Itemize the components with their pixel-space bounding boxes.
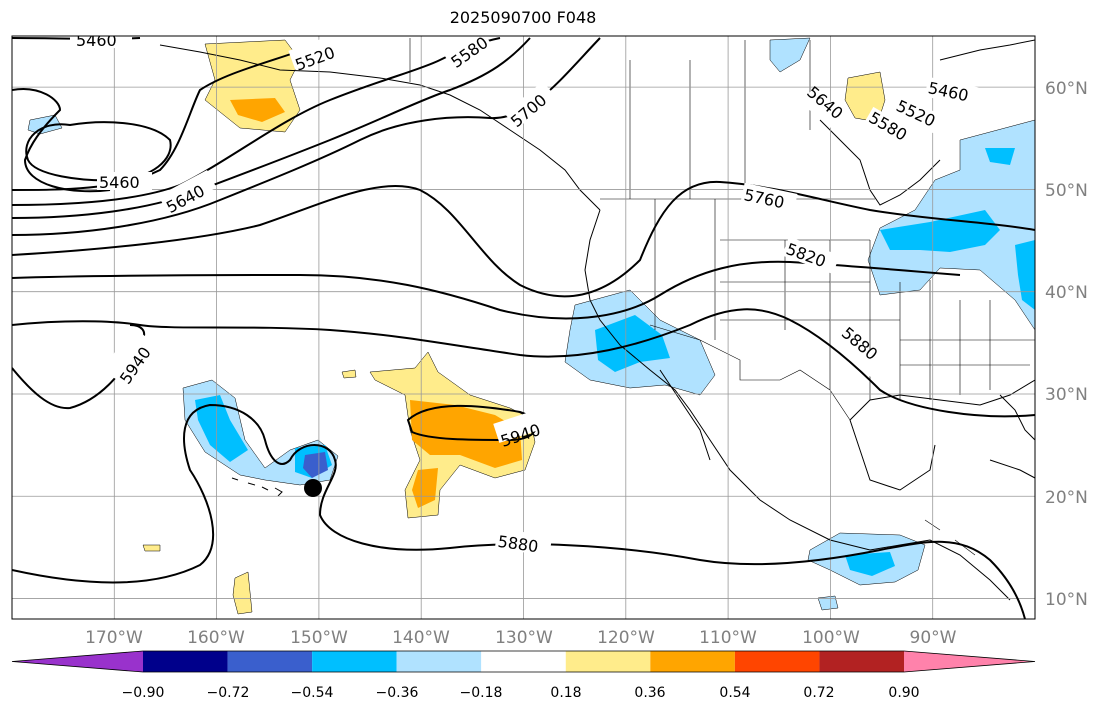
contour-labels: 5460 5520 5580 5700 5460 5640 5760 5820 … (70, 31, 980, 556)
colorbar-band (565, 651, 651, 672)
contour-5940-east (12, 324, 146, 410)
colorbar-tick-label: 0.54 (719, 685, 750, 701)
lon-label: 150°W (290, 628, 348, 648)
plot-title: 2025090700 F048 (449, 8, 597, 27)
colorbar-tick-label: −0.90 (122, 685, 165, 701)
contour-5460-low (25, 121, 172, 182)
location-marker (304, 479, 322, 497)
border-us-mexico (649, 324, 851, 421)
lon-label: 110°W (699, 628, 757, 648)
island-1 (231, 477, 239, 481)
province-lines (629, 40, 811, 199)
coast-hudson (819, 119, 941, 206)
contour-5520 (12, 39, 331, 191)
shade-centralam-blue (845, 552, 895, 576)
colorbar-extend-min (12, 651, 143, 672)
shade-pacific-orange-2 (412, 468, 438, 508)
political-borders (409, 38, 1035, 556)
colorbar-tick-label: 0.72 (803, 685, 834, 701)
colorbar-tick-label: 0.90 (888, 685, 919, 701)
shade-north-blue-1 (769, 37, 811, 73)
colorbar-tick-label: −0.18 (460, 685, 503, 701)
shade-small-blue (817, 595, 839, 611)
colorbar-band (819, 651, 904, 672)
coast-westcoast (584, 209, 1011, 601)
colorbar-band (734, 651, 820, 672)
gridlines (12, 36, 1035, 619)
lon-label: 100°W (802, 628, 860, 648)
shade-hawaii-darkblue (303, 452, 328, 478)
colorbar-band (396, 651, 482, 672)
contour-label: 5460 (99, 173, 140, 192)
colorbar-band (650, 651, 735, 672)
colorbar (11, 650, 1036, 673)
colorbar-tick-label: −0.54 (291, 685, 334, 701)
lat-label: 10°N (1045, 590, 1088, 610)
contour-5880-main (12, 308, 1035, 418)
shade-canada-blue (985, 148, 1015, 165)
lon-label: 90°W (910, 628, 957, 648)
lat-label: 30°N (1045, 385, 1088, 405)
shade-tiny-yellow-2 (142, 544, 161, 552)
lon-label: 160°W (187, 628, 245, 648)
shade-aleutian-blue (27, 114, 63, 135)
coast-northeast (939, 39, 1035, 61)
contour-5880-south (12, 403, 1026, 619)
coast-cuba (989, 459, 1035, 479)
colorbar-tick-label: 0.18 (550, 685, 581, 701)
colorbar-tick-label: −0.72 (207, 685, 250, 701)
shade-east-blue (1015, 240, 1035, 310)
lon-label: 130°W (495, 628, 553, 648)
state-lines-2 (900, 280, 1035, 400)
colorbar-band (312, 651, 397, 672)
island-3 (261, 486, 269, 491)
map-frame (11, 35, 1036, 620)
shaded-fields (27, 37, 1035, 615)
island-2 (247, 482, 256, 486)
shade-hawaii-blue (195, 395, 248, 462)
colorbar-extend-max (904, 651, 1035, 672)
colorbar-tick-label: 0.36 (634, 685, 665, 701)
lat-label: 60°N (1045, 79, 1088, 99)
coast-florida (999, 394, 1035, 441)
colorbar-ticks: −0.90 −0.72 −0.54 −0.36 −0.18 0.18 0.36 … (122, 685, 920, 701)
coast-baja (659, 369, 711, 461)
lon-labels: 170°W 160°W 150°W 140°W 130°W 120°W 110°… (85, 628, 957, 648)
lat-labels: 60°N 50°N 40°N 30°N 20°N 10°N (1045, 79, 1088, 610)
shade-tiny-yellow-3 (232, 571, 253, 615)
colorbar-tick-label: −0.36 (376, 685, 419, 701)
shade-tiny-yellow-1 (341, 369, 357, 379)
shade-pacific-orange (410, 400, 522, 468)
contour-5640-west (12, 37, 531, 219)
island-4 (274, 487, 283, 497)
lon-label: 170°W (85, 628, 143, 648)
colorbar-outline (11, 650, 1036, 673)
colorbar-band (227, 651, 313, 672)
contour-5760-west (12, 180, 1035, 298)
lat-label: 20°N (1045, 488, 1088, 508)
shade-alaska-orange (230, 98, 285, 122)
lon-label: 140°W (392, 628, 450, 648)
shade-lakes-blue (880, 210, 1000, 252)
lat-label: 50°N (1045, 181, 1088, 201)
hawaii-islands (231, 477, 283, 497)
coast-yucatan (849, 419, 936, 491)
colorbar-band (143, 651, 228, 672)
lat-label: 40°N (1045, 283, 1088, 303)
colorbar-band (481, 651, 566, 672)
coast-alaska (159, 44, 601, 211)
contour-label: 5460 (76, 31, 117, 50)
map-content: 5460 5520 5580 5700 5460 5640 5760 5820 … (12, 31, 1035, 619)
lon-label: 120°W (597, 628, 655, 648)
